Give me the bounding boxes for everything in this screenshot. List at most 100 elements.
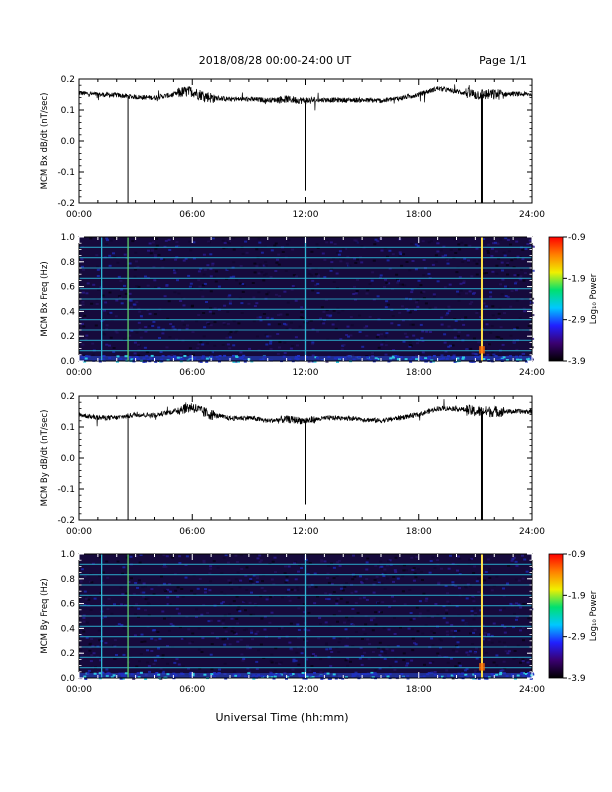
spectrogram-cell: [475, 273, 479, 276]
spectrogram-cell: [239, 638, 243, 641]
spectrogram-cell: [210, 355, 213, 358]
spectrogram-cell: [514, 560, 518, 563]
spectrogram-cell: [354, 602, 358, 604]
spectrogram-cell: [114, 657, 118, 660]
y-tick-label: 0.6: [61, 283, 76, 293]
spectrogram-cell: [140, 316, 144, 319]
spectrogram-cell: [365, 355, 369, 357]
spectrogram-cell: [105, 674, 109, 677]
spectrogram-cell: [405, 261, 409, 263]
spectrogram-cell: [209, 351, 213, 354]
spectrogram-cell: [130, 306, 133, 309]
spectrogram-cell: [161, 332, 165, 335]
colorbar-tick-label: -3.9: [568, 674, 586, 684]
spectrogram-cell: [366, 289, 370, 292]
spectrogram-cell: [313, 360, 317, 363]
spectrogram-cell: [470, 360, 474, 363]
spectrogram-cell: [380, 650, 384, 653]
spectrogram-cell: [201, 295, 205, 298]
spectrogram-cell: [211, 632, 215, 635]
spectrogram-cell: [86, 672, 90, 675]
intense-patch: [479, 346, 485, 354]
spectrogram-cell: [189, 356, 193, 359]
spectrogram-cell: [112, 347, 116, 349]
spectrogram-cell: [201, 355, 205, 358]
spectrogram-cell: [332, 280, 336, 283]
spectrogram-cell: [81, 322, 84, 325]
spectrogram-cell: [90, 652, 94, 655]
spectrogram-cell: [365, 334, 369, 337]
spectrogram-cell: [362, 596, 366, 599]
spectrogram-cell: [171, 267, 175, 270]
spectrogram-cell: [210, 358, 214, 361]
spectrogram-cell: [81, 300, 85, 303]
spectrogram-cell: [197, 343, 201, 346]
spectrogram-cell: [341, 589, 345, 592]
spectrogram-cell: [336, 307, 340, 310]
spectrogram-cell: [317, 274, 320, 277]
spectrogram-cell: [101, 358, 105, 361]
spectrogram-cell: [326, 672, 330, 675]
spectrogram-cell: [231, 626, 235, 629]
spectrogram-cell: [270, 676, 274, 679]
spectrogram-cell: [88, 594, 92, 597]
spectrogram-cell: [151, 249, 154, 252]
spectrogram-cell: [108, 291, 112, 294]
spectrogram-cell: [311, 341, 315, 344]
spectrogram-cell: [391, 253, 395, 256]
spectrogram-cell: [414, 643, 418, 646]
x-tick-label: 18:00: [406, 527, 432, 537]
spectrogram-cell: [122, 338, 126, 341]
spectrogram-cell: [83, 318, 87, 321]
spectrogram-cell: [487, 638, 491, 641]
spectrogram-cell: [503, 626, 507, 629]
spectrogram-cell: [192, 241, 196, 244]
spectrogram-cell: [270, 653, 274, 656]
spectrogram-cell: [529, 638, 533, 641]
spectrogram-cell: [409, 358, 413, 361]
spectrogram-cell: [259, 559, 263, 562]
spectrogram-cell: [521, 577, 525, 580]
spectrogram-cell: [416, 342, 419, 345]
spectrogram-cell: [139, 354, 143, 357]
spectrogram-cell: [87, 598, 91, 601]
spectrogram-cell: [412, 334, 416, 337]
spectrogram-cell: [360, 663, 364, 666]
spectrogram-cell: [167, 300, 171, 303]
spectrogram-cell: [248, 670, 252, 673]
spectrogram-cell: [399, 283, 402, 286]
spectrogram-cell: [455, 271, 459, 274]
spectrogram-cell: [470, 557, 473, 560]
spectrogram-cell: [184, 257, 188, 260]
spectrogram-cell: [527, 357, 531, 360]
spectrogram-cell: [431, 661, 435, 664]
spectrogram-cell: [88, 649, 92, 652]
spectrogram-cell: [325, 648, 329, 651]
spectrogram-cell: [191, 632, 195, 635]
spectrogram-cell: [311, 676, 315, 679]
spectrogram-cell: [284, 270, 288, 272]
spectrogram-cell: [119, 357, 123, 360]
time-series-panel: 00:00 06:00 12:00 18:00 24:000.20.10.0-0.1-0…: [40, 392, 545, 537]
spectrogram-cell: [321, 252, 325, 255]
spectrogram-cell: [457, 293, 461, 296]
spectrogram-cell: [255, 668, 259, 670]
spectrogram-cell: [122, 674, 126, 677]
spectrogram-cell: [445, 621, 449, 624]
spectrogram-cell: [354, 590, 358, 593]
x-tick-label: 18:00: [406, 368, 432, 378]
x-tick-label: 00:00: [66, 368, 92, 378]
spectrogram-cell: [432, 355, 436, 357]
spectrogram-cell: [375, 336, 379, 339]
spectrogram-cell: [421, 330, 425, 333]
spectrogram-cell: [248, 347, 251, 350]
spectrogram-cell: [510, 290, 514, 293]
spectrogram-cell: [516, 358, 519, 361]
spectrogram-cell: [252, 320, 256, 323]
spectrogram-cell: [326, 314, 330, 317]
spectrogram-cell: [139, 554, 143, 556]
spectrogram-cell: [263, 274, 267, 277]
spectrogram-cell: [249, 629, 253, 632]
spectrogram-cell: [431, 263, 435, 266]
spectrogram-cell: [509, 602, 513, 605]
